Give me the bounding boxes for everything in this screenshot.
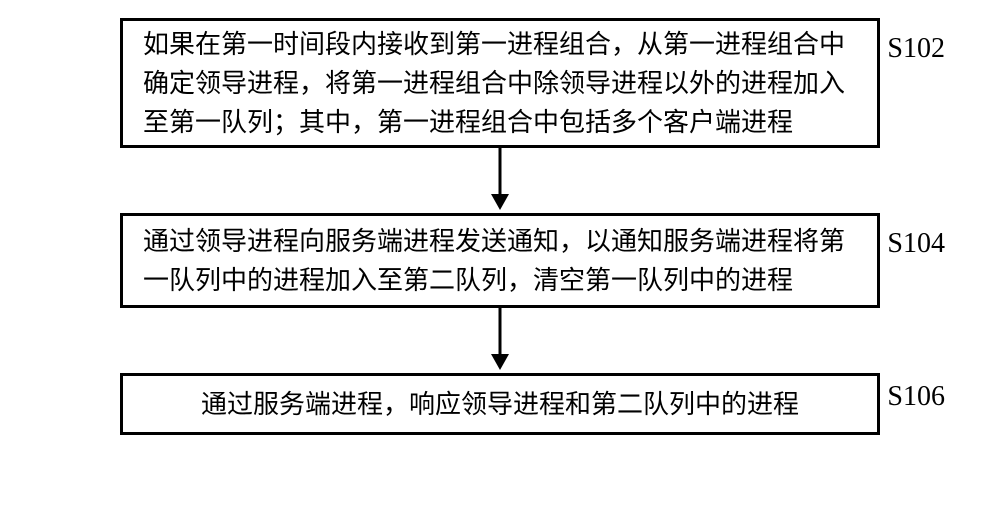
- arrow-icon: [485, 148, 515, 213]
- step-box-s106: 通过服务端进程，响应领导进程和第二队列中的进程: [120, 373, 880, 435]
- arrow-2: [0, 308, 1000, 373]
- step-box-s102: 如果在第一时间段内接收到第一进程组合，从第一进程组合中确定领导进程，将第一进程组…: [120, 18, 880, 148]
- step-text-s106: 通过服务端进程，响应领导进程和第二队列中的进程: [143, 385, 857, 424]
- flowchart-container: 如果在第一时间段内接收到第一进程组合，从第一进程组合中确定领导进程，将第一进程组…: [0, 0, 1000, 435]
- step-label-s106: S106: [887, 381, 945, 413]
- step-label-s104: S104: [887, 228, 945, 260]
- step-text-s102: 如果在第一时间段内接收到第一进程组合，从第一进程组合中确定领导进程，将第一进程组…: [143, 25, 857, 142]
- step-text-s104: 通过领导进程向服务端进程发送通知，以通知服务端进程将第一队列中的进程加入至第二队…: [143, 222, 857, 300]
- arrow-icon: [485, 308, 515, 373]
- arrow-1: [0, 148, 1000, 213]
- step-box-s104: 通过领导进程向服务端进程发送通知，以通知服务端进程将第一队列中的进程加入至第二队…: [120, 213, 880, 308]
- step-3-wrapper: 通过服务端进程，响应领导进程和第二队列中的进程 S106: [0, 373, 1000, 435]
- step-label-s102: S102: [887, 33, 945, 65]
- step-1-wrapper: 如果在第一时间段内接收到第一进程组合，从第一进程组合中确定领导进程，将第一进程组…: [0, 18, 1000, 148]
- step-2-wrapper: 通过领导进程向服务端进程发送通知，以通知服务端进程将第一队列中的进程加入至第二队…: [0, 213, 1000, 308]
